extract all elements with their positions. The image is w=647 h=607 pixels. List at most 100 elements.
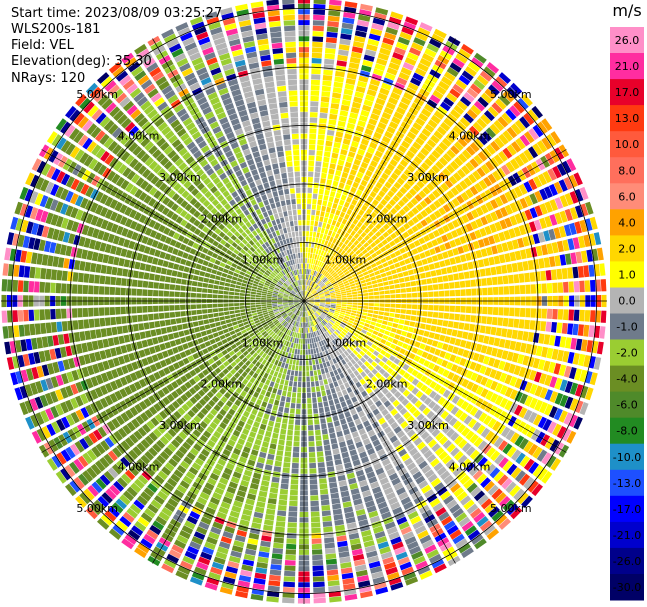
velocity-cell (384, 32, 397, 41)
velocity-cell (321, 390, 327, 397)
velocity-cell (502, 90, 515, 103)
velocity-cell (376, 536, 388, 544)
velocity-cell (310, 332, 313, 338)
velocity-cell (279, 367, 284, 374)
velocity-cell (320, 178, 326, 184)
velocity-cell (418, 112, 429, 122)
velocity-cell (395, 288, 401, 294)
velocity-cell (347, 151, 356, 158)
velocity-cell (306, 365, 310, 371)
velocity-cell (480, 477, 491, 488)
velocity-cell (40, 322, 47, 334)
velocity-cell (422, 285, 428, 291)
velocity-cell (405, 576, 419, 586)
velocity-cell (343, 201, 350, 208)
velocity-cell (514, 250, 522, 261)
velocity-cell (450, 160, 460, 171)
velocity-cell (416, 441, 426, 451)
velocity-cell (390, 362, 397, 370)
velocity-cell (357, 120, 366, 128)
velocity-cell (382, 371, 390, 379)
velocity-cell (489, 433, 500, 445)
velocity-cell (392, 52, 404, 61)
velocity-cell (314, 299, 320, 301)
velocity-cell (330, 438, 338, 445)
velocity-cell (567, 351, 575, 364)
velocity-cell (563, 224, 572, 237)
velocity-cell (418, 132, 428, 142)
velocity-cell (344, 213, 350, 220)
velocity-cell (415, 456, 425, 465)
velocity-cell (340, 177, 347, 184)
velocity-cell (389, 289, 396, 294)
velocity-cell (401, 195, 410, 204)
velocity-cell (311, 538, 322, 544)
velocity-cell (570, 252, 577, 265)
velocity-cell (371, 376, 378, 383)
velocity-cell (313, 348, 317, 354)
velocity-cell (347, 361, 353, 368)
velocity-cell (506, 463, 518, 476)
velocity-cell (326, 26, 339, 33)
velocity-cell (421, 317, 427, 323)
velocity-cell (318, 341, 323, 347)
velocity-cell (290, 370, 295, 376)
velocity-cell (306, 285, 308, 291)
velocity-cell (573, 281, 580, 293)
velocity-cell (438, 305, 445, 312)
velocity-cell (400, 496, 411, 506)
velocity-cell (506, 86, 519, 99)
velocity-cell (506, 240, 514, 251)
velocity-cell (341, 297, 347, 300)
velocity-cell (216, 326, 223, 332)
velocity-cell (396, 403, 404, 412)
velocity-cell (382, 223, 390, 231)
velocity-cell (495, 492, 507, 504)
velocity-cell (339, 485, 349, 492)
velocity-cell (326, 466, 335, 473)
velocity-cell (387, 336, 394, 343)
velocity-cell (569, 207, 579, 220)
velocity-cell (524, 381, 533, 393)
velocity-cell (501, 242, 509, 252)
velocity-cell (319, 412, 325, 419)
velocity-cell (398, 319, 405, 325)
velocity-cell (307, 305, 311, 310)
velocity-cell (373, 131, 382, 140)
velocity-cell (506, 446, 517, 458)
velocity-cell (265, 430, 272, 438)
velocity-cell (333, 226, 339, 233)
velocity-cell (326, 179, 333, 186)
velocity-cell (340, 308, 347, 311)
velocity-cell (341, 306, 347, 309)
velocity-cell (345, 78, 356, 85)
velocity-cell (417, 62, 429, 72)
velocity-cell (454, 356, 462, 365)
velocity-cell (552, 423, 562, 437)
velocity-cell (478, 179, 488, 190)
velocity-cell (331, 231, 336, 238)
velocity-cell (363, 420, 371, 428)
velocity-cell (360, 415, 368, 423)
velocity-cell (423, 234, 431, 242)
velocity-cell (370, 354, 377, 361)
velocity-cell (433, 333, 441, 340)
velocity-cell (325, 281, 331, 286)
velocity-cell (489, 123, 501, 135)
velocity-cell (341, 377, 348, 384)
velocity-cell (459, 280, 466, 288)
velocity-cell (281, 478, 289, 484)
velocity-cell (354, 30, 367, 38)
velocity-cell (454, 409, 464, 419)
velocity-cell (502, 275, 509, 285)
velocity-cell (194, 326, 201, 333)
velocity-cell (315, 272, 320, 278)
velocity-cell (378, 417, 386, 425)
velocity-cell (588, 325, 595, 338)
velocity-cell (289, 489, 298, 496)
velocity-cell (319, 380, 324, 386)
velocity-cell (498, 518, 511, 530)
velocity-cell (551, 269, 557, 280)
velocity-cell (456, 398, 465, 408)
velocity-cell (286, 538, 297, 544)
